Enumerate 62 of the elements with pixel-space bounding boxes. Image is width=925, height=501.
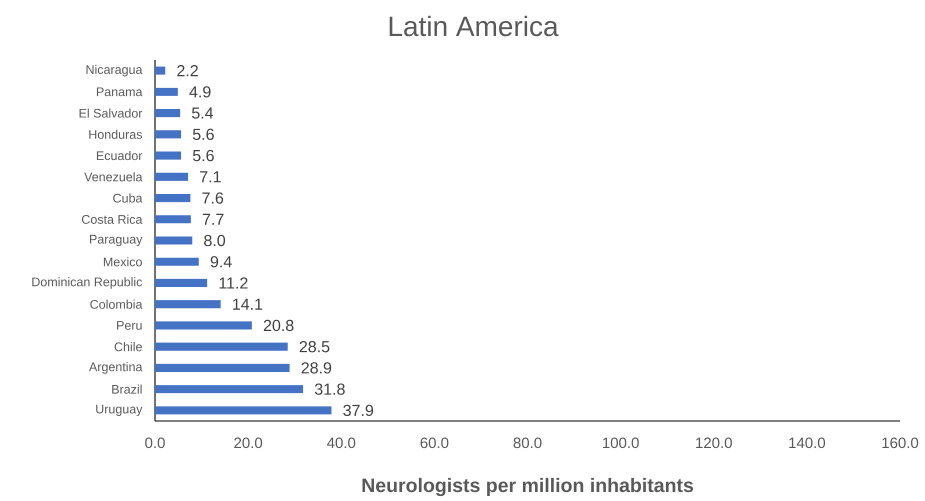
data-label: 7.6 [202, 192, 224, 204]
data-label: 7.1 [200, 171, 221, 182]
bar [155, 215, 191, 224]
data-label: 37.9 [343, 404, 374, 416]
bar [155, 109, 180, 118]
bar [155, 278, 208, 288]
y-tick-label: Ecuador [96, 150, 142, 160]
bar [155, 406, 332, 414]
x-tick-label: 40.0 [327, 438, 356, 448]
data-label: 5.6 [192, 150, 214, 162]
data-label: 7.7 [202, 214, 224, 225]
y-tick-label: Peru [117, 321, 142, 330]
y-tick-label: Chile [114, 342, 142, 352]
data-label: 28.9 [302, 362, 332, 374]
data-label: 8.0 [204, 234, 226, 246]
data-label: 9.4 [210, 256, 232, 268]
x-tick-label: 140.0 [789, 438, 826, 448]
y-tick-label: Panama [96, 87, 142, 96]
data-label: 2.2 [177, 65, 198, 76]
bar [155, 152, 182, 160]
data-label: 28.5 [300, 341, 330, 352]
y-tick-label: Venezuela [84, 172, 142, 182]
bar [155, 236, 192, 245]
y-tick-label: Dominican Republic [32, 277, 142, 289]
x-axis-title: Neurologists per million inhabitants [362, 478, 694, 496]
bar [155, 194, 190, 202]
bar [155, 364, 290, 372]
y-tick-label: Paraguay [90, 234, 142, 246]
y-tick-label: Brazil [112, 384, 142, 394]
y-tick-label: Cuba [113, 193, 142, 203]
x-tick-label: 160.0 [882, 438, 918, 448]
data-label: 20.8 [264, 320, 294, 332]
x-tick-label: 20.0 [234, 438, 262, 448]
bar [155, 130, 182, 138]
bar [155, 258, 199, 266]
y-tick-label: Colombia [90, 300, 142, 309]
y-tick-label: Costa Rica [82, 214, 142, 224]
y-tick-label: Argentina [88, 362, 142, 374]
bar [155, 385, 304, 394]
data-label: 4.9 [189, 86, 211, 98]
chart-title: Latin America [390, 16, 559, 36]
data-label: 11.2 [220, 277, 248, 289]
bar [155, 172, 188, 181]
y-tick-label: Mexico [104, 257, 142, 266]
y-tick-label: Honduras [89, 130, 142, 139]
bar [155, 66, 166, 75]
y-tick-label: Uruguay [96, 404, 142, 416]
x-tick-label: 100.0 [603, 438, 639, 448]
data-label: 14.1 [233, 298, 262, 310]
x-tick-label: 80.0 [514, 438, 542, 448]
x-tick-label: 60.0 [420, 438, 448, 448]
x-tick-label: 0.0 [145, 438, 165, 448]
y-tick-label: El Salvador [80, 108, 142, 118]
data-label: 31.8 [314, 383, 345, 395]
bar [155, 88, 178, 96]
data-label: 5.6 [192, 128, 214, 140]
bar [155, 300, 221, 308]
bar [155, 321, 252, 330]
y-tick-label: Nicaragua [86, 64, 142, 76]
bar [155, 342, 288, 351]
data-label: 5.4 [192, 108, 214, 119]
x-tick-label: 120.0 [696, 438, 732, 448]
